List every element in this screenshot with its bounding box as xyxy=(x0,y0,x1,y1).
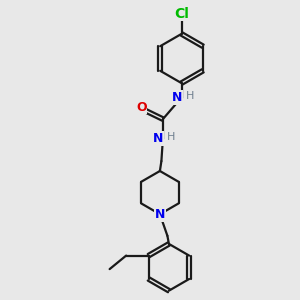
Text: H: H xyxy=(186,91,194,101)
Text: Cl: Cl xyxy=(174,7,189,21)
Text: N: N xyxy=(155,208,165,221)
Text: N: N xyxy=(172,91,182,104)
Text: H: H xyxy=(167,132,176,142)
Text: N: N xyxy=(153,132,164,145)
Text: O: O xyxy=(136,100,147,114)
